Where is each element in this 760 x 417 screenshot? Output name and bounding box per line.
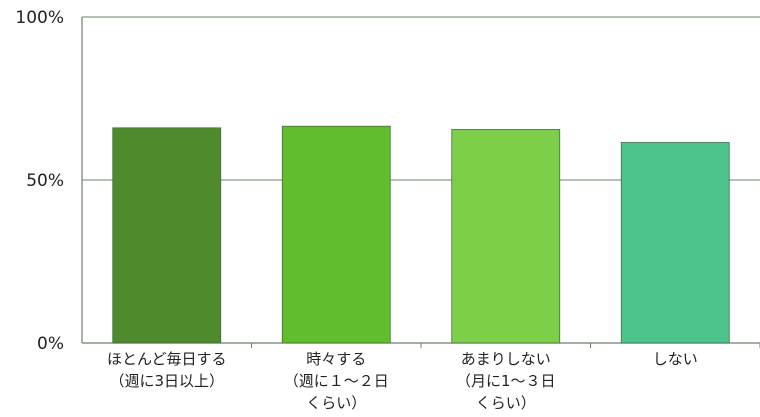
- bar-2: [451, 129, 561, 344]
- category-label-0-line-0: ほとんど毎日する: [107, 350, 227, 368]
- category-label-2-line-1: （月に1～３日: [456, 372, 556, 390]
- bar-3: [620, 142, 730, 344]
- category-label-3-line-0: しない: [653, 350, 698, 368]
- bar-0: [112, 127, 222, 344]
- bars: [112, 125, 730, 344]
- y-tick-label-1: 50%: [26, 171, 64, 191]
- category-label-1-line-2: くらい）: [306, 394, 366, 412]
- y-tick-labels: 0% 50% 100%: [15, 8, 64, 354]
- y-tick-label-0: 0%: [37, 334, 64, 354]
- category-label-0-line-1: （週に3日以上）: [109, 372, 224, 390]
- x-category-labels: ほとんど毎日する（週に3日以上）時々する（週に１～２日くらい）あまりしない（月に…: [107, 350, 698, 412]
- category-label-2-line-2: くらい）: [476, 394, 536, 412]
- category-label-2-line-0: あまりしない: [461, 350, 551, 368]
- bar-1: [281, 125, 391, 344]
- category-label-1-line-1: （週に１～２日: [284, 372, 389, 390]
- y-tick-label-2: 100%: [15, 8, 64, 28]
- category-label-1-line-0: 時々する: [306, 350, 366, 368]
